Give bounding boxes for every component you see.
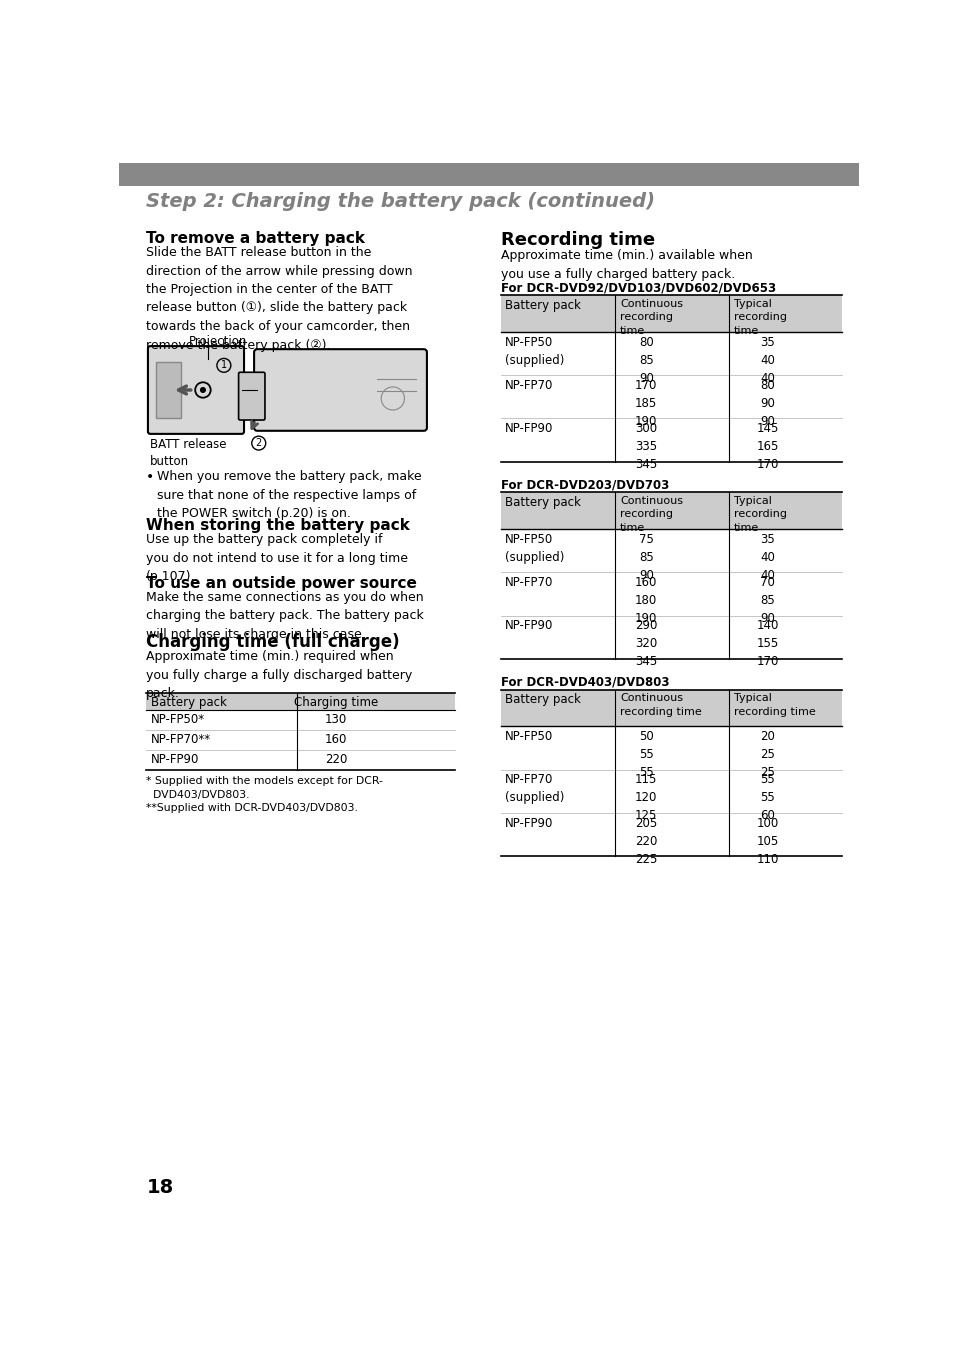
Text: To remove a battery pack: To remove a battery pack xyxy=(146,231,365,246)
Bar xyxy=(500,296,841,332)
Text: Use up the battery pack completely if
you do not intend to use it for a long tim: Use up the battery pack completely if yo… xyxy=(146,533,408,584)
Text: •: • xyxy=(146,470,154,484)
Text: 18: 18 xyxy=(146,1178,173,1197)
Text: 140
155
170: 140 155 170 xyxy=(756,619,779,669)
Text: 160
180
190: 160 180 190 xyxy=(635,577,657,626)
Text: NP-FP50*: NP-FP50* xyxy=(151,714,205,726)
Text: 290
320
345: 290 320 345 xyxy=(635,619,657,669)
Text: NP-FP70: NP-FP70 xyxy=(505,577,553,589)
Text: Typical
recording time: Typical recording time xyxy=(733,693,815,716)
Text: When you remove the battery pack, make
sure that none of the respective lamps of: When you remove the battery pack, make s… xyxy=(157,470,421,520)
Text: 80
85
90: 80 85 90 xyxy=(639,337,653,385)
Text: 75
85
90: 75 85 90 xyxy=(639,533,653,582)
Text: 160: 160 xyxy=(325,733,347,746)
Text: NP-FP70
(supplied): NP-FP70 (supplied) xyxy=(505,773,564,805)
Bar xyxy=(156,362,181,418)
Text: Continuous
recording
time: Continuous recording time xyxy=(619,299,682,335)
Text: 35
40
40: 35 40 40 xyxy=(760,337,775,385)
Text: 115
120
125: 115 120 125 xyxy=(635,773,657,822)
Text: Battery pack: Battery pack xyxy=(505,497,580,509)
Bar xyxy=(119,163,858,186)
Text: Continuous
recording time: Continuous recording time xyxy=(619,693,700,716)
Text: Typical
recording
time: Typical recording time xyxy=(733,497,786,533)
FancyBboxPatch shape xyxy=(253,349,427,430)
Text: NP-FP90: NP-FP90 xyxy=(505,422,553,436)
Text: When storing the battery pack: When storing the battery pack xyxy=(146,518,410,533)
Text: Approximate time (min.) available when
you use a fully charged battery pack.: Approximate time (min.) available when y… xyxy=(500,250,752,281)
Text: 70
85
90: 70 85 90 xyxy=(760,577,775,626)
Text: 55
55
60: 55 55 60 xyxy=(760,773,775,822)
Bar xyxy=(500,689,841,726)
Text: 1: 1 xyxy=(220,361,227,370)
Text: For DCR-DVD92/DVD103/DVD602/DVD653: For DCR-DVD92/DVD103/DVD602/DVD653 xyxy=(500,281,775,294)
Text: BATT release
button: BATT release button xyxy=(150,438,227,468)
Text: 100
105
110: 100 105 110 xyxy=(756,817,779,866)
Bar xyxy=(500,493,841,529)
Text: **Supplied with DCR-DVD403/DVD803.: **Supplied with DCR-DVD403/DVD803. xyxy=(146,803,358,813)
Text: Recording time: Recording time xyxy=(500,231,654,248)
Text: Slide the BATT release button in the
direction of the arrow while pressing down
: Slide the BATT release button in the dir… xyxy=(146,246,413,351)
Text: NP-FP90: NP-FP90 xyxy=(505,817,553,829)
Text: Battery pack: Battery pack xyxy=(151,696,227,708)
Text: NP-FP90: NP-FP90 xyxy=(505,619,553,632)
Text: 170
185
190: 170 185 190 xyxy=(635,379,657,429)
Text: NP-FP90: NP-FP90 xyxy=(151,753,199,767)
Text: Charging time (full charge): Charging time (full charge) xyxy=(146,634,399,651)
Text: 205
220
225: 205 220 225 xyxy=(635,817,657,866)
Text: 50
55
55: 50 55 55 xyxy=(639,730,653,779)
FancyBboxPatch shape xyxy=(148,346,244,434)
Text: For DCR-DVD403/DVD803: For DCR-DVD403/DVD803 xyxy=(500,676,668,688)
Text: 80
90
90: 80 90 90 xyxy=(760,379,775,429)
Text: Battery pack: Battery pack xyxy=(505,299,580,312)
Text: 130: 130 xyxy=(325,714,347,726)
Text: NP-FP50: NP-FP50 xyxy=(505,730,553,744)
FancyBboxPatch shape xyxy=(238,372,265,421)
Text: Step 2: Charging the battery pack (continued): Step 2: Charging the battery pack (conti… xyxy=(146,193,655,212)
Text: Make the same connections as you do when
charging the battery pack. The battery : Make the same connections as you do when… xyxy=(146,590,424,641)
Text: NP-FP50
(supplied): NP-FP50 (supplied) xyxy=(505,533,564,565)
Bar xyxy=(146,692,455,710)
Text: To use an outside power source: To use an outside power source xyxy=(146,575,416,590)
Circle shape xyxy=(200,388,205,392)
Text: NP-FP50
(supplied): NP-FP50 (supplied) xyxy=(505,337,564,368)
Text: 35
40
40: 35 40 40 xyxy=(760,533,775,582)
Text: NP-FP70: NP-FP70 xyxy=(505,379,553,392)
Text: Projection: Projection xyxy=(189,335,247,347)
Text: 2: 2 xyxy=(255,438,262,448)
Text: NP-FP70**: NP-FP70** xyxy=(151,733,211,746)
Text: For DCR-DVD203/DVD703: For DCR-DVD203/DVD703 xyxy=(500,479,668,491)
Text: 300
335
345: 300 335 345 xyxy=(635,422,657,471)
Text: Typical
recording
time: Typical recording time xyxy=(733,299,786,335)
Text: Charging time: Charging time xyxy=(294,696,378,708)
Text: 145
165
170: 145 165 170 xyxy=(756,422,779,471)
Text: * Supplied with the models except for DCR-
  DVD403/DVD803.: * Supplied with the models except for DC… xyxy=(146,776,383,799)
Text: Approximate time (min.) required when
you fully charge a fully discharged batter: Approximate time (min.) required when yo… xyxy=(146,650,413,700)
Text: Battery pack: Battery pack xyxy=(505,693,580,707)
Text: 20
25
25: 20 25 25 xyxy=(760,730,775,779)
Text: Continuous
recording
time: Continuous recording time xyxy=(619,497,682,533)
Text: 220: 220 xyxy=(325,753,347,767)
